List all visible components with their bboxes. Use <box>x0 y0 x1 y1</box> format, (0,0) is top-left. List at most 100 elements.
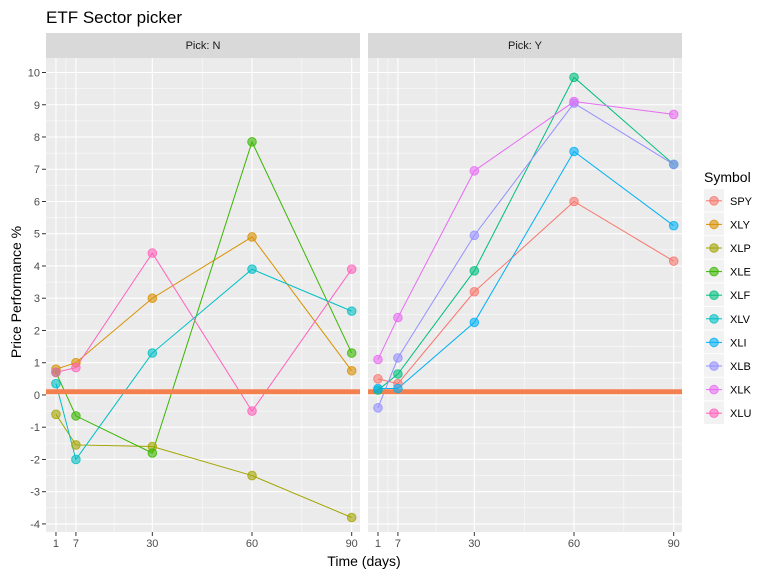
data-point-xli <box>668 220 679 231</box>
data-point-xlv <box>247 264 257 275</box>
legend-label: XLU <box>730 408 751 420</box>
legend-label: XLK <box>730 385 751 397</box>
legend-label: XLF <box>730 290 750 302</box>
legend-label: XLV <box>730 314 751 326</box>
x-tick-label: 30 <box>146 538 158 550</box>
data-point-xlk <box>668 109 679 120</box>
legend-key-point <box>709 384 719 395</box>
data-point-xlk <box>469 166 480 176</box>
panels-layer: Pick: N1 7 30 60 90-4-3-2-1012345678910Pick:… <box>28 33 682 550</box>
data-point-spy <box>569 196 579 207</box>
x-axis-title: Time (days) <box>327 553 400 569</box>
data-point-xlu <box>147 248 158 258</box>
legend-key-point <box>709 266 719 277</box>
data-point-xle <box>247 137 257 147</box>
legend-key-point <box>709 337 719 348</box>
data-point-xlk <box>569 96 579 107</box>
data-point-xlp <box>71 440 81 450</box>
chart-title: ETF Sector picker <box>46 8 182 27</box>
data-point-xly <box>346 365 357 376</box>
y-tick-label: 1 <box>34 358 40 370</box>
x-tick-label: 60 <box>246 538 258 550</box>
y-tick-label: 0 <box>34 390 40 402</box>
legend-key-point <box>709 361 719 371</box>
legend-item-xly: XLY <box>704 212 751 236</box>
legend-item-spy: SPY <box>704 189 753 212</box>
data-point-xlu <box>247 406 257 416</box>
legend-item-xli: XLI <box>704 330 747 354</box>
panel-strip-label: Pick: Y <box>508 40 543 52</box>
data-point-xli <box>469 317 480 328</box>
y-axis-title: Price Performance % <box>8 226 24 358</box>
legend-label: XLY <box>730 219 751 231</box>
legend-label: XLB <box>730 361 751 373</box>
panel-strip <box>368 33 682 58</box>
y-tick-label: 2 <box>34 325 40 337</box>
data-point-xly <box>147 293 158 304</box>
legend-key-point <box>709 243 719 253</box>
y-tick-label: 3 <box>34 293 40 305</box>
data-point-xlu <box>51 367 61 378</box>
x-tick-label: 90 <box>346 538 358 550</box>
legend-key-point <box>709 408 719 419</box>
y-tick-label: 6 <box>34 196 40 208</box>
legend-item-xle: XLE <box>704 259 751 283</box>
data-point-xlb <box>393 353 403 363</box>
data-point-xlk <box>393 312 403 323</box>
data-point-xlb <box>469 230 480 241</box>
y-tick-label: -1 <box>30 422 40 434</box>
data-point-xlu <box>71 362 81 373</box>
y-tick-label: -3 <box>30 487 40 499</box>
y-tick-label: 10 <box>28 68 40 80</box>
data-point-xlb <box>668 159 679 170</box>
legend-label: XLI <box>730 337 747 349</box>
x-tick-label: 60 <box>568 538 580 550</box>
data-point-xlf <box>393 369 403 379</box>
data-point-xle <box>71 411 81 421</box>
data-point-xli <box>569 146 579 157</box>
y-tick-label: -2 <box>30 454 40 466</box>
data-point-spy <box>373 374 383 384</box>
data-point-spy <box>668 256 679 266</box>
data-point-xlp <box>247 470 257 481</box>
legend-item-xlv: XLV <box>704 307 751 330</box>
data-point-xlp <box>346 512 357 523</box>
panel-2: Pick: Y 1 7 30 60 90 <box>368 33 682 550</box>
panel-1: Pick: N 1 7 30 60 90 -4 -3 -2 -1 0 1 2 3 4 5 6 7 8 9 10 <box>28 33 360 550</box>
data-point-xle <box>346 348 357 358</box>
y-tick-label: 7 <box>34 164 40 176</box>
legend-key-point <box>709 219 719 230</box>
x-tick-label: 1 <box>53 538 59 550</box>
legend-label: XLP <box>730 243 751 255</box>
data-point-xlv <box>346 306 357 316</box>
y-tick-label: 9 <box>34 100 40 112</box>
legend-key-point <box>709 314 719 324</box>
panel-background <box>368 58 682 532</box>
x-tick-label: 7 <box>395 538 401 550</box>
panel-strip <box>46 33 360 58</box>
legend: SPY XLY XLP XLE XLF XLV XLI XLB XLK XLU <box>704 189 753 424</box>
data-point-xle <box>147 448 158 458</box>
data-point-xlv <box>147 348 158 358</box>
data-point-xlk <box>373 354 383 365</box>
data-point-spy <box>469 286 480 297</box>
data-point-xlb <box>373 403 383 413</box>
legend-label: XLE <box>730 267 751 279</box>
data-point-xlp <box>51 409 61 420</box>
y-tick-label: 4 <box>34 261 40 273</box>
y-tick-label: 8 <box>34 132 40 144</box>
x-tick-label: 90 <box>668 538 680 550</box>
data-point-xly <box>247 232 257 242</box>
legend-title: Symbol <box>704 169 751 185</box>
legend-item-xlp: XLP <box>704 236 751 259</box>
data-point-xli <box>393 383 403 394</box>
data-point-xlf <box>469 266 480 276</box>
panel-strip-label: Pick: N <box>186 40 221 52</box>
data-point-xlv <box>51 378 61 389</box>
legend-item-xlf: XLF <box>704 283 750 306</box>
x-tick-label: 1 <box>375 538 381 550</box>
legend-item-xlk: XLK <box>704 377 751 401</box>
legend-key-point <box>709 196 719 206</box>
